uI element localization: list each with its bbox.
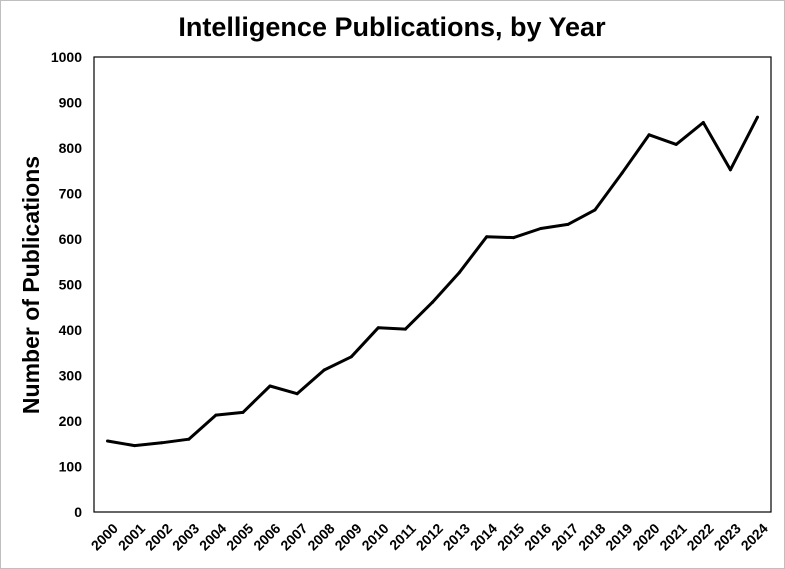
- x-tick-label: 2019: [602, 520, 635, 553]
- data-point: [674, 142, 678, 146]
- y-tick-label: 100: [59, 459, 83, 475]
- series-group: [106, 115, 759, 448]
- x-tick-label: 2010: [358, 520, 391, 553]
- data-point: [431, 300, 434, 304]
- y-tick-label: 0: [74, 504, 82, 520]
- x-tick-label: 2004: [196, 520, 229, 553]
- x-tick-label: 2003: [169, 520, 202, 553]
- data-point: [485, 235, 489, 239]
- x-tick-label: 2022: [683, 520, 716, 553]
- data-point: [647, 133, 651, 137]
- data-point: [268, 384, 272, 388]
- x-tick-label: 2002: [142, 520, 175, 553]
- data-point: [322, 368, 326, 372]
- y-axis-ticks: 0 100 200 300 400 500 600 700 800 900 1000: [51, 49, 82, 520]
- x-tick-label: 2024: [738, 520, 771, 553]
- x-tick-label: 2011: [386, 520, 419, 553]
- data-point: [512, 236, 516, 240]
- x-tick-label: 2012: [413, 520, 446, 553]
- data-point: [187, 437, 191, 441]
- y-tick-label: 300: [59, 368, 83, 384]
- y-tick-label: 700: [59, 186, 83, 202]
- data-point: [458, 270, 462, 274]
- data-point: [106, 439, 109, 443]
- data-point: [160, 441, 164, 445]
- data-point: [133, 444, 137, 448]
- x-tick-label: 2023: [711, 520, 744, 553]
- data-point: [566, 222, 570, 226]
- y-tick-label: 1000: [51, 49, 82, 65]
- data-point: [214, 413, 218, 417]
- x-tick-label: 2006: [250, 520, 283, 553]
- y-tick-label: 500: [59, 277, 83, 293]
- y-tick-label: 900: [59, 95, 83, 111]
- x-axis-ticks: 2000200120022003200420052006200720082009…: [88, 520, 771, 553]
- y-tick-label: 800: [59, 140, 83, 156]
- x-tick-label: 2007: [277, 520, 310, 553]
- x-tick-label: 2000: [88, 520, 121, 553]
- plot-area: [93, 56, 772, 513]
- data-point: [295, 392, 299, 396]
- data-point: [241, 410, 245, 414]
- x-tick-label: 2018: [575, 520, 608, 553]
- x-tick-label: 2013: [440, 520, 473, 553]
- x-tick-label: 2016: [521, 520, 554, 553]
- x-tick-label: 2020: [629, 520, 662, 553]
- data-point: [728, 168, 732, 172]
- x-tick-label: 2017: [548, 520, 581, 553]
- y-tick-label: 600: [59, 231, 83, 247]
- x-tick-label: 2014: [467, 520, 500, 553]
- x-tick-label: 2015: [494, 520, 527, 553]
- x-tick-label: 2009: [331, 520, 364, 553]
- x-tick-label: 2001: [115, 520, 148, 553]
- x-tick-label: 2005: [223, 520, 256, 553]
- data-point: [756, 115, 759, 119]
- y-tick-label: 400: [59, 322, 83, 338]
- x-tick-label: 2021: [656, 520, 689, 553]
- data-point: [620, 171, 624, 175]
- data-point: [376, 326, 380, 330]
- data-point: [701, 121, 705, 124]
- y-axis-label: Number of Publications: [18, 156, 44, 414]
- x-tick-label: 2008: [304, 520, 337, 553]
- data-point: [539, 227, 543, 230]
- data-point: [403, 327, 407, 331]
- y-tick-label: 200: [59, 413, 83, 429]
- data-point: [593, 208, 597, 212]
- chart-title: Intelligence Publications, by Year: [178, 12, 606, 42]
- data-point: [349, 355, 353, 359]
